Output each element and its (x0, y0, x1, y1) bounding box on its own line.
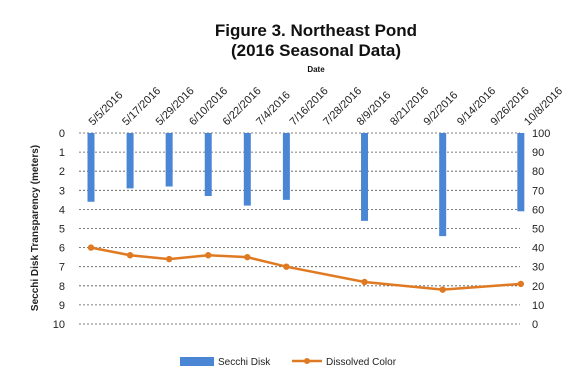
right-tick-label: 50 (532, 224, 544, 236)
secchi-bar (361, 133, 369, 221)
dissolved-color-point (361, 278, 368, 286)
left-tick-label: 1 (59, 147, 65, 159)
date-tick-label: 5/5/2016 (87, 89, 126, 128)
dissolved-color-point (517, 280, 525, 288)
left-tick-label: 9 (59, 300, 65, 312)
secchi-bar (126, 133, 134, 189)
right-tick-label: 10 (532, 300, 544, 312)
dissolved-color-point (205, 252, 212, 259)
dissolved-color-polyline (90, 246, 521, 291)
legend-label-secchi-disk: Secchi Disk (218, 357, 271, 368)
right-tick-label: 30 (532, 262, 544, 274)
legend: Secchi Disk Dissolved Color (180, 357, 397, 368)
y-axis-title: Secchi Disk Transparency (meters) (30, 145, 41, 311)
dissolved-color-point (165, 255, 173, 263)
left-tick-label: 6 (59, 243, 65, 255)
secchi-bars (87, 133, 525, 237)
right-tick-label: 70 (532, 185, 544, 197)
dissolved-color-point (126, 252, 134, 259)
right-tick-label: 80 (532, 166, 544, 178)
dissolved-color-point (439, 286, 446, 293)
right-tick-label: 100 (532, 128, 550, 140)
right-tick-label: 20 (532, 281, 544, 293)
right-tick-label: 40 (532, 243, 544, 255)
left-tick-label: 2 (59, 166, 65, 178)
left-tick-label: 0 (59, 128, 65, 140)
secchi-bar (87, 133, 95, 202)
left-tick-label: 8 (59, 281, 65, 293)
secchi-bar (439, 133, 447, 237)
secchi-bar (165, 133, 173, 187)
secchi-bar (204, 133, 212, 197)
legend-marker-dissolved-color (304, 358, 310, 364)
dissolved-color-line (87, 244, 525, 293)
legend-swatch-secchi-disk (180, 357, 214, 366)
secchi-bar (282, 133, 290, 200)
dissolved-color-point (283, 263, 290, 270)
legend-label-dissolved-color: Dissolved Color (326, 357, 397, 368)
right-tick-label: 90 (532, 147, 544, 159)
left-axis-ticks: 0 1 2 3 4 5 6 7 8 9 10 (53, 128, 65, 331)
dissolved-color-point (87, 244, 95, 251)
left-tick-label: 4 (59, 204, 65, 216)
chart-subtitle: (2016 Seasonal Data) (231, 41, 401, 60)
left-tick-label: 10 (53, 319, 65, 331)
left-tick-label: 5 (59, 224, 65, 236)
chart-title: Figure 3. Northeast Pond (215, 21, 417, 40)
left-tick-label: 3 (59, 185, 65, 197)
gridlines (79, 132, 520, 325)
x-axis-title: Date (307, 65, 325, 74)
secchi-bar (243, 133, 251, 206)
left-tick-label: 7 (59, 262, 65, 274)
right-tick-label: 60 (532, 204, 544, 216)
dissolved-color-point (244, 253, 251, 261)
secchi-bar (517, 133, 525, 212)
date-axis-ticks: 5/5/20165/17/20165/29/20166/10/20166/22/… (87, 85, 564, 128)
right-tick-label: 0 (532, 319, 538, 331)
